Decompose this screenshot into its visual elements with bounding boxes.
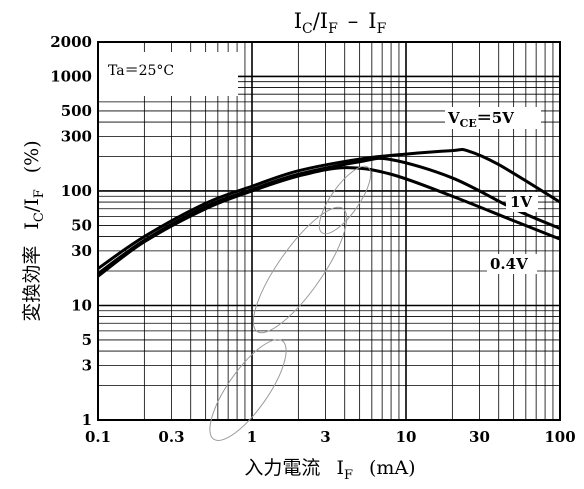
series-label-1v: 1V xyxy=(510,193,532,211)
x-tick-label: 0.1 xyxy=(85,428,111,446)
chart-title: IC/IF – IF xyxy=(294,9,387,37)
y-tick-label: 1000 xyxy=(50,67,92,85)
y-tick-label: 100 xyxy=(61,182,92,200)
y-tick-label: 50 xyxy=(71,216,92,234)
x-tick-label: 3 xyxy=(320,428,330,446)
x-tick-label: 1 xyxy=(247,428,257,446)
y-tick-label: 300 xyxy=(61,127,92,145)
x-tick-label: 100 xyxy=(544,428,575,446)
y-tick-label: 10 xyxy=(71,296,92,314)
y-axis-label: 変換効率IC/IF(%) xyxy=(21,140,47,321)
watermark-shape-1 xyxy=(239,196,361,344)
y-tick-label: 2000 xyxy=(50,33,92,51)
grid xyxy=(98,42,560,420)
x-tick-label: 30 xyxy=(469,428,490,446)
y-tick-label: 5 xyxy=(82,331,92,349)
y-tick-label: 30 xyxy=(71,242,92,260)
x-axis-label: 入力電流 IF (mA) xyxy=(244,457,415,483)
x-tick-label: 0.3 xyxy=(158,428,184,446)
x-tick-labels: 0.1 0.3 1 3 10 30 100 xyxy=(85,428,576,446)
plot-frame xyxy=(98,42,560,420)
y-tick-label: 3 xyxy=(82,356,92,374)
y-tick-labels: 1 3 5 10 30 50 100 300 500 1000 2000 xyxy=(50,33,92,429)
series-label-5v: VCE＝5V xyxy=(447,109,514,130)
y-tick-label: 500 xyxy=(61,102,92,120)
annotation-ta: Ta＝25°C xyxy=(108,63,174,79)
x-tick-label: 10 xyxy=(396,428,417,446)
series-label-04v: 0.4V xyxy=(490,255,528,273)
y-tick-label: 1 xyxy=(82,411,92,429)
